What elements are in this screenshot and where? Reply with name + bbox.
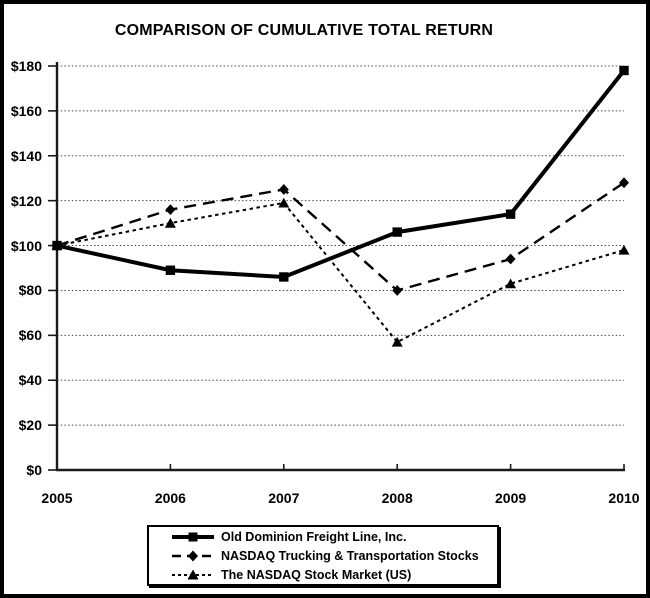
y-tick-label: $60 — [18, 327, 42, 344]
x-tick-label: 2005 — [41, 490, 73, 506]
x-tick-label: 2010 — [608, 490, 640, 506]
x-tick-label: 2007 — [268, 490, 300, 506]
solid-line-square-marker-icon — [172, 532, 214, 541]
dashed-line-diamond-marker-icon — [172, 550, 214, 561]
y-tick-label: $40 — [18, 372, 42, 389]
square-marker — [392, 227, 402, 237]
series-diamond — [52, 177, 629, 296]
y-tick-label: $120 — [10, 192, 42, 209]
y-tick-label: $160 — [10, 102, 42, 119]
square-marker — [619, 65, 629, 76]
y-tick-label: $180 — [10, 58, 42, 74]
x-tick-label: 2009 — [495, 490, 527, 506]
gridlines — [57, 65, 624, 426]
y-tick-label: $140 — [10, 147, 42, 164]
legend: Old Dominion Freight Line, Inc. NASDAQ T… — [147, 525, 499, 586]
legend-row: Old Dominion Freight Line, Inc. — [171, 527, 497, 546]
diamond-marker — [505, 253, 516, 265]
triangle-marker — [618, 244, 630, 255]
triangle-marker — [164, 217, 176, 228]
diamond-marker — [165, 204, 176, 216]
legend-row: The NASDAQ Stock Market (US) — [171, 565, 497, 584]
triangle-marker — [391, 336, 403, 347]
diamond-marker — [392, 285, 403, 296]
y-tick-label: $20 — [18, 417, 42, 434]
y-tick-label: $80 — [18, 282, 42, 299]
square-marker — [505, 209, 516, 219]
chart-title: COMPARISON OF CUMULATIVE TOTAL RETURN — [114, 22, 494, 39]
series-square — [52, 65, 629, 282]
legend-label-old-dominion: Old Dominion Freight Line, Inc. — [221, 529, 407, 544]
legend-label-nasdaq-market: The NASDAQ Stock Market (US) — [221, 567, 412, 582]
diamond-marker — [278, 184, 289, 195]
triangle-marker — [278, 197, 290, 208]
legend-label-nasdaq-trucking: NASDAQ Trucking & Transportation Stocks — [221, 548, 479, 563]
dotted-line-triangle-marker-icon — [172, 569, 214, 579]
y-tick-label: $0 — [26, 462, 42, 478]
square-marker — [165, 265, 176, 275]
x-tick-label: 2006 — [154, 490, 186, 506]
y-tick-label: $100 — [10, 237, 42, 254]
triangle-marker — [505, 278, 517, 289]
diamond-marker — [619, 177, 629, 189]
legend-row: NASDAQ Trucking & Transportation Stocks — [171, 546, 497, 565]
square-marker — [279, 272, 289, 282]
square-marker — [52, 240, 62, 251]
x-tick-label: 2008 — [381, 490, 413, 506]
axes — [48, 62, 625, 472]
